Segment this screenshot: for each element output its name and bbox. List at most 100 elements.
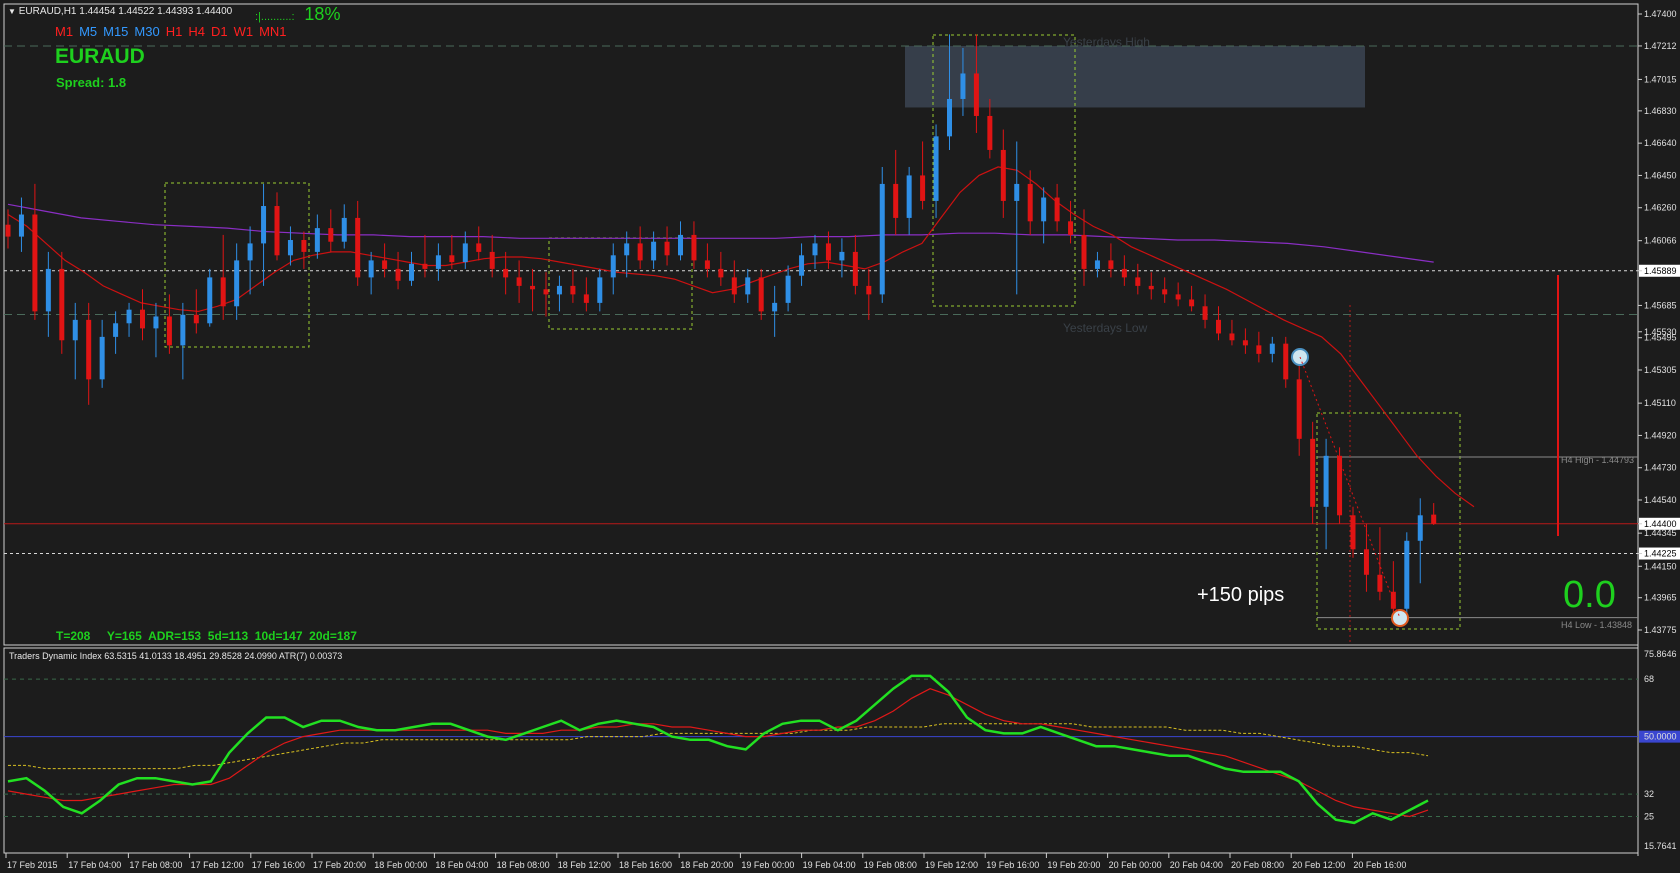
range-stats: T=208 Y=165 ADR=153 5d=113 10d=147 20d=1… [56, 629, 357, 643]
candle-body [731, 277, 737, 295]
price-label: 1.47212 [1644, 41, 1677, 51]
candle [879, 166, 885, 303]
candle [166, 294, 172, 354]
candle-body [610, 255, 616, 278]
big-value: 0.0 [1563, 574, 1616, 616]
price-label: 1.46640 [1644, 138, 1677, 148]
candle [987, 98, 993, 159]
candle [1417, 498, 1423, 584]
candle-body [1014, 183, 1020, 201]
candle [799, 243, 805, 286]
candle [18, 197, 24, 252]
candle-body [893, 183, 899, 218]
candle [368, 251, 374, 295]
candle-body [1041, 197, 1047, 222]
candle-body [1202, 306, 1208, 320]
candle [59, 251, 65, 354]
time-label: 20 Feb 12:00 [1292, 860, 1345, 870]
candle [489, 234, 495, 278]
timeframe-d1[interactable]: D1 [210, 24, 228, 39]
price-tag-bg [1639, 264, 1680, 277]
candle-body [906, 175, 912, 218]
timeframe-m30[interactable]: M30 [134, 24, 160, 39]
candle-body [960, 73, 966, 99]
candle-body [1350, 515, 1356, 550]
candle [32, 183, 38, 320]
tdi-yellow-line [8, 723, 1429, 770]
candle [395, 251, 401, 290]
candle-body [1148, 285, 1154, 290]
candle [1081, 209, 1087, 286]
candle [1269, 336, 1275, 363]
candle-body [287, 240, 293, 256]
candle [570, 268, 576, 303]
time-label: 19 Feb 20:00 [1047, 860, 1100, 870]
candle [422, 234, 428, 278]
candle-body [220, 277, 226, 307]
timeframe-mn1[interactable]: MN1 [259, 24, 287, 39]
candle-body [1310, 438, 1316, 507]
candle [758, 268, 764, 320]
candle [1283, 336, 1289, 388]
candle-body [1121, 268, 1127, 278]
time-label: 19 Feb 04:00 [803, 860, 856, 870]
candle [1068, 200, 1074, 244]
candle [637, 226, 643, 269]
yesterday-high-zone [905, 45, 1365, 108]
candle [920, 141, 926, 210]
candle-body [489, 251, 495, 269]
dropdown-icon[interactable]: ▼ [8, 7, 16, 16]
session-box-3 [932, 34, 1076, 307]
candle-body [758, 277, 764, 312]
candle [1041, 187, 1047, 244]
timeframe-m5[interactable]: M5 [79, 24, 98, 39]
candle-body [261, 206, 267, 244]
yesterday-range-layer [164, 34, 1461, 630]
timeframe-h1[interactable]: H1 [165, 24, 183, 39]
candle-body [1189, 299, 1195, 307]
time-label: 20 Feb 04:00 [1170, 860, 1223, 870]
candle [1404, 532, 1410, 618]
candle-body [987, 115, 993, 150]
candle [1242, 328, 1248, 354]
candle-body [570, 285, 576, 295]
pips-label: +150 pips [1197, 584, 1285, 606]
price-label: 1.44225 [1644, 549, 1677, 559]
candle-body [1081, 234, 1087, 269]
candle-body [556, 285, 562, 295]
candle-body [476, 243, 482, 252]
ma-red-line [7, 166, 1475, 508]
candle [1054, 183, 1060, 232]
candle-body [301, 240, 307, 252]
candle-body [543, 289, 549, 295]
tdi-axis-label: 15.7641 [1644, 841, 1677, 851]
candle [1377, 527, 1383, 601]
candle-body [825, 243, 831, 261]
price-label: 1.45685 [1644, 300, 1677, 310]
candle [825, 231, 831, 269]
candle-body [126, 309, 132, 324]
candle [220, 234, 226, 320]
candle [772, 285, 778, 337]
candle-body [166, 316, 172, 346]
timeframe-h4[interactable]: H4 [188, 24, 205, 39]
candle-body [1162, 289, 1168, 295]
candle-body [395, 268, 401, 281]
timeframe-w1[interactable]: W1 [233, 24, 254, 39]
candle [530, 268, 536, 312]
tdi-layer: 75.8646 68 50.0000 32 25 15.7641 [4, 649, 1680, 851]
candle-body [86, 319, 92, 380]
candle [1216, 306, 1221, 341]
candle-body [637, 243, 643, 261]
candle-body [341, 217, 347, 242]
timeframe-m1[interactable]: M1 [55, 24, 74, 39]
candle-body [503, 268, 509, 278]
candle [1350, 506, 1356, 558]
price-tag-bg [1639, 517, 1680, 530]
candle-body [1027, 183, 1033, 222]
timeframe-m15[interactable]: M15 [103, 24, 129, 39]
candle-body [879, 183, 885, 295]
price-tag-bg [1639, 547, 1680, 560]
moving-averages-layer [7, 166, 1475, 508]
